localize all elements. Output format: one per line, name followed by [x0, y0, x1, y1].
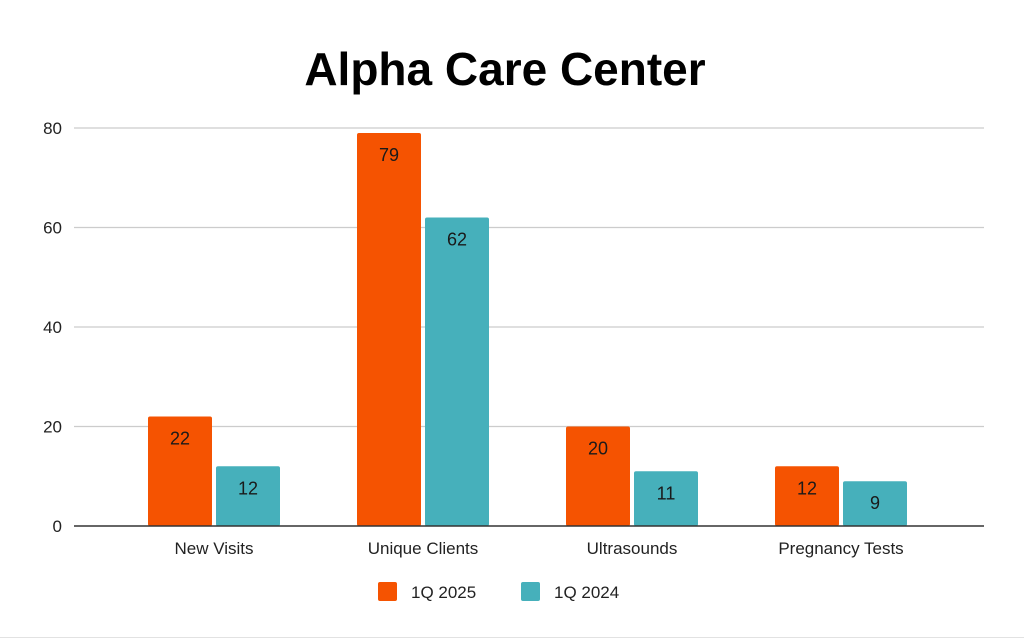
legend: 1Q 2025 1Q 2024: [378, 582, 619, 602]
y-tick-label-60: 60: [43, 219, 62, 238]
legend-swatch-1q-2025: [378, 582, 397, 601]
x-tick-label-new-visits: New Visits: [174, 539, 253, 558]
chart-title: Alpha Care Center: [304, 43, 705, 95]
x-axis: New Visits Unique Clients Ultrasounds Pregn…: [74, 525, 984, 558]
x-tick-label-ultrasounds: Ultrasounds: [587, 539, 678, 558]
x-tick-label-pregnancy-tests: Pregnancy Tests: [778, 539, 903, 558]
data-label-ultrasounds-1q-2024: 11: [657, 483, 676, 503]
y-tick-label-20: 20: [43, 418, 62, 437]
gridlines: [74, 127, 984, 428]
y-tick-label-80: 80: [43, 119, 62, 138]
bars: [148, 132, 907, 527]
x-tick-label-unique-clients: Unique Clients: [368, 539, 479, 558]
legend-swatch-1q-2024: [521, 582, 540, 601]
bar-unique-clients-1q-2025: [357, 132, 421, 526]
bar-pregnancy-tests-1q-2024: [843, 481, 907, 526]
bar-pregnancy-tests-1q-2025: [775, 466, 839, 526]
legend-label-1q-2024: 1Q 2024: [554, 583, 619, 602]
data-label-ultrasounds-1q-2025: 20: [588, 439, 608, 459]
data-label-pregnancy-tests-1q-2025: 12: [797, 478, 817, 498]
data-label-pregnancy-tests-1q-2024: 9: [870, 493, 880, 513]
bar-unique-clients-1q-2024: [425, 217, 489, 527]
data-label-new-visits-1q-2025: 22: [170, 429, 190, 449]
y-tick-label-40: 40: [43, 318, 62, 337]
data-labels: 22 12 79 62 20 11 12 9: [170, 145, 880, 513]
legend-label-1q-2025: 1Q 2025: [411, 583, 476, 602]
data-label-new-visits-1q-2024: 12: [238, 478, 258, 498]
bar-new-visits-1q-2025: [148, 416, 212, 526]
y-axis: 0 20 40 60 80: [43, 119, 62, 536]
y-tick-label-0: 0: [53, 517, 62, 536]
data-label-unique-clients-1q-2024: 62: [447, 230, 467, 250]
data-label-unique-clients-1q-2025: 79: [379, 145, 399, 165]
bar-new-visits-1q-2024: [216, 466, 280, 526]
bar-ultrasounds-1q-2025: [566, 426, 630, 526]
bar-ultrasounds-1q-2024: [634, 471, 698, 526]
